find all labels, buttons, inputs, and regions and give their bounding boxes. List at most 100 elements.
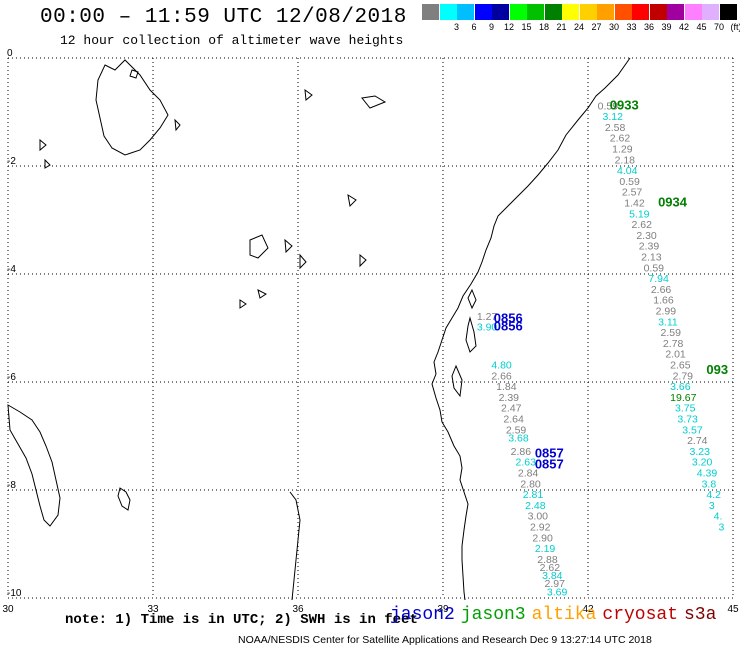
lon-tick-label: 30 [2, 604, 14, 615]
swh-value: 3.57 [682, 424, 703, 436]
legend-label: 33 [626, 22, 637, 32]
lake-victoria-islands [129, 69, 181, 132]
lake-small-3 [347, 193, 357, 208]
legend-unit: (ft) [730, 22, 740, 32]
legend-label: 18 [538, 22, 549, 32]
satellite-legend-jason2: jason2 [390, 605, 455, 625]
swh-value: 3.8 [702, 478, 717, 490]
swh-value: 3.75 [675, 403, 696, 415]
swh-value: 3.68 [508, 432, 529, 444]
legend-swatch [667, 4, 684, 20]
swh-value: 19.67 [670, 392, 696, 404]
lake-malawi [117, 487, 131, 511]
swh-value: 2.62 [632, 219, 653, 231]
swh-value: 3.12 [603, 111, 624, 123]
satellite-legend-s3a: s3a [684, 605, 717, 625]
swh-value: 2.39 [499, 392, 520, 404]
legend-swatch [527, 4, 544, 20]
satellite-legend-jason3: jason3 [460, 605, 526, 625]
legend-label: 27 [591, 22, 602, 32]
pass-time-label: 0934 [658, 195, 688, 210]
lake-small-7 [257, 289, 267, 299]
legend-swatch [562, 4, 579, 20]
swh-value: 2.78 [663, 338, 684, 350]
swh-value: 2.63 [516, 457, 537, 469]
swh-value: 2.80 [520, 478, 541, 490]
lat-tick-label: -6 [7, 372, 16, 383]
swh-value: 0.59 [644, 262, 665, 274]
swh-value: 3.66 [670, 381, 691, 393]
legend-swatch [632, 4, 649, 20]
swh-value: 1.84 [496, 381, 517, 393]
coastline-east-africa [431, 57, 631, 601]
lake-rukwa [289, 491, 301, 601]
legend-swatch [579, 4, 597, 20]
legend-label: 12 [503, 22, 514, 32]
satellite-legend-altika: altika [531, 605, 597, 625]
pass-time-label: 0856 [494, 319, 523, 334]
legend-swatch [597, 4, 614, 20]
lat-tick-label: -2 [7, 156, 16, 167]
lon-tick-label: 45 [727, 604, 739, 615]
swh-value: 5.19 [629, 208, 650, 220]
swh-value: 2.62 [540, 562, 561, 574]
axis-labels: 30 33 36 39 42 45 0 -2 -4 -6 -8 -10 [2, 48, 739, 615]
legend-swatch [702, 4, 719, 20]
legend-swatch [422, 4, 439, 20]
swh-value: 2.65 [670, 360, 691, 372]
legend-swatch [509, 4, 527, 20]
pass-time-label: 0857 [535, 446, 564, 461]
swh-value: 2.66 [491, 370, 512, 382]
legend-label: 24 [573, 22, 584, 32]
legend-swatch [649, 4, 667, 20]
swh-value: 2.99 [656, 306, 677, 318]
swh-value: 3.00 [528, 511, 549, 523]
swh-value: 1.27 [477, 311, 498, 323]
swh-value: 2.66 [651, 284, 672, 296]
swh-value: 2.59 [661, 327, 682, 339]
island-pemba [467, 288, 477, 310]
swh-value: 3.73 [677, 414, 698, 426]
swh-value: 2.58 [605, 122, 626, 134]
swh-value: 0.59 [619, 176, 640, 188]
swh-value: 1.42 [624, 198, 645, 210]
swh-value: 2.79 [673, 370, 694, 382]
pass-time-label: 0933 [610, 97, 639, 112]
swh-value: 3.84 [542, 570, 563, 582]
swh-value: 2.64 [503, 414, 524, 426]
legend-swatch [719, 4, 737, 20]
swh-value: 3.23 [690, 446, 711, 458]
swh-value: 2.81 [523, 489, 544, 501]
swh-value: 4.80 [491, 360, 512, 372]
swh-value: 3.69 [547, 586, 568, 598]
swh-value: 3.90 [477, 322, 498, 334]
lake-small-5 [239, 299, 247, 309]
legend-swatch [544, 4, 562, 20]
legend-label: 39 [661, 22, 672, 32]
swh-value: 2.57 [622, 187, 643, 199]
map-subtitle: 12 hour collection of altimeter wave hei… [60, 33, 404, 48]
legend-label: 21 [556, 22, 567, 32]
swh-value: 4. [714, 511, 723, 523]
island-mafia [451, 364, 463, 398]
swh-value: 2.84 [518, 468, 539, 480]
swh-value: 3.11 [658, 316, 678, 328]
swh-value: 2.13 [641, 252, 662, 264]
legend-label: 6 [471, 22, 477, 32]
swh-value: 2.48 [525, 500, 546, 512]
swh-value: 2.30 [636, 230, 657, 242]
swh-value: 2.18 [615, 154, 636, 166]
swh-value: 2.92 [530, 522, 551, 534]
swh-value: 4.39 [697, 468, 718, 480]
swh-value: 2.97 [545, 578, 566, 590]
lat-tick-label: -8 [7, 480, 16, 491]
satellite-legend-cryosat: cryosat [602, 605, 679, 625]
lat-lon-grid [7, 57, 734, 599]
legend-label: 3 [453, 22, 459, 32]
legend-label: 30 [608, 22, 619, 32]
swh-value: 2.90 [532, 532, 553, 544]
credit-line: NOAA/NESDIS Center for Satellite Applica… [238, 634, 652, 646]
legend-swatch [614, 4, 632, 20]
lon-tick-label: 42 [582, 604, 594, 615]
